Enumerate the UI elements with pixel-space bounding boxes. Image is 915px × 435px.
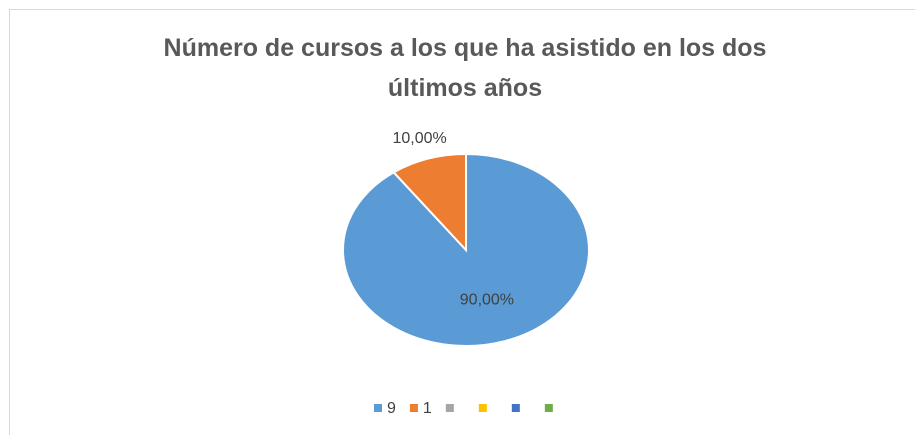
legend-label: 1 bbox=[423, 400, 432, 417]
legend-swatch bbox=[511, 404, 520, 412]
legend-swatch bbox=[409, 404, 418, 412]
data-label: 10,00% bbox=[392, 130, 446, 147]
legend-swatch bbox=[544, 404, 553, 412]
legend-swatch bbox=[374, 404, 382, 412]
pie-slice bbox=[392, 152, 467, 253]
chart-title: Número de cursos a los que ha asistido e… bbox=[163, 34, 767, 102]
legend-swatch bbox=[445, 404, 454, 412]
data-label: 90,00% bbox=[460, 291, 514, 308]
chart-border bbox=[9, 9, 915, 435]
legend-label: 9 bbox=[387, 400, 396, 417]
legend-swatch bbox=[478, 404, 487, 412]
